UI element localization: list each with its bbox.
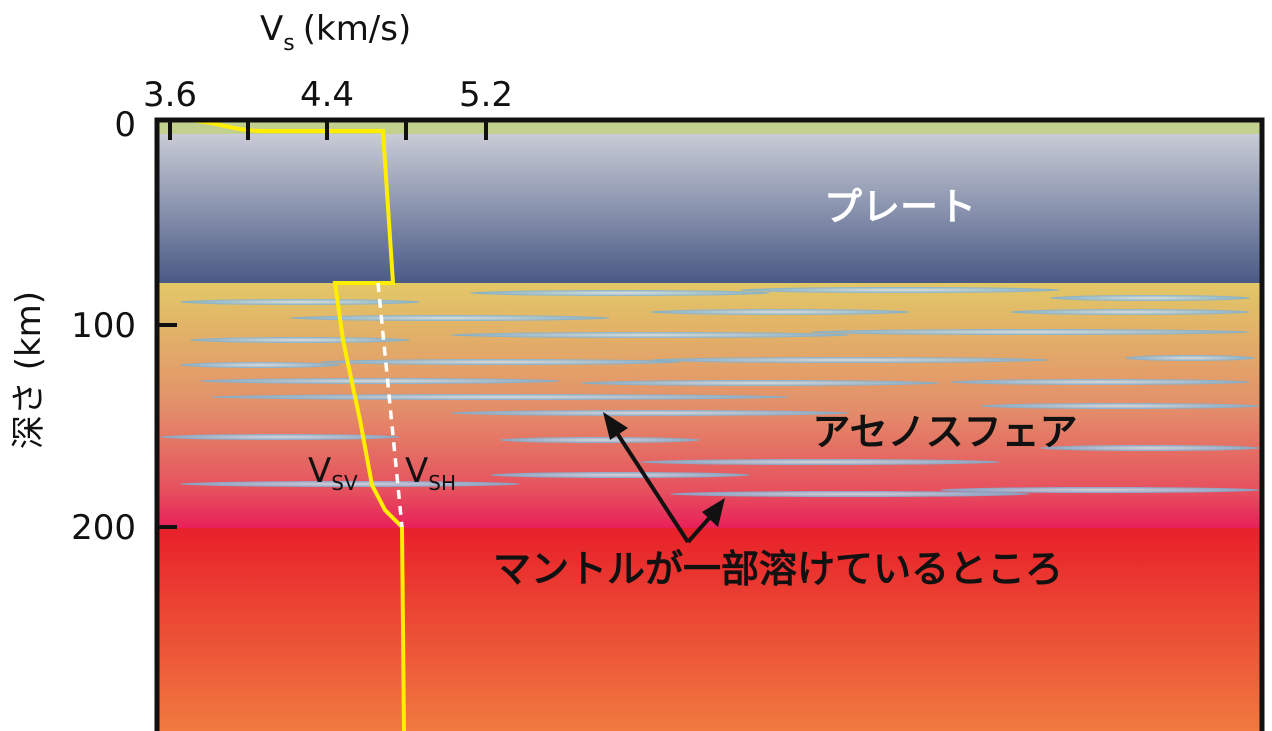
annotation: マントルが一部溶けているところ [493,547,1063,591]
y-tick-label: 200 [71,508,136,548]
layers [157,120,1262,731]
y-axis-label: 深さ (km) [9,291,49,449]
diagram: Vs(km/s) 3.6 4.4 5.2 0 100 200 深さ (km) プ… [0,0,1272,731]
x-axis-label: Vs(km/s) [260,9,411,56]
x-tick-label: 5.2 [459,75,513,115]
asthenosphere-label: アセノスフェア [812,410,1077,454]
plate-layer [157,134,1262,283]
y-tick-label: 0 [114,105,136,145]
y-tick-label: 100 [71,306,136,346]
plate-label: プレート [824,185,976,229]
x-tick-label: 4.4 [300,75,354,115]
x-tick-label: 3.6 [143,75,197,115]
